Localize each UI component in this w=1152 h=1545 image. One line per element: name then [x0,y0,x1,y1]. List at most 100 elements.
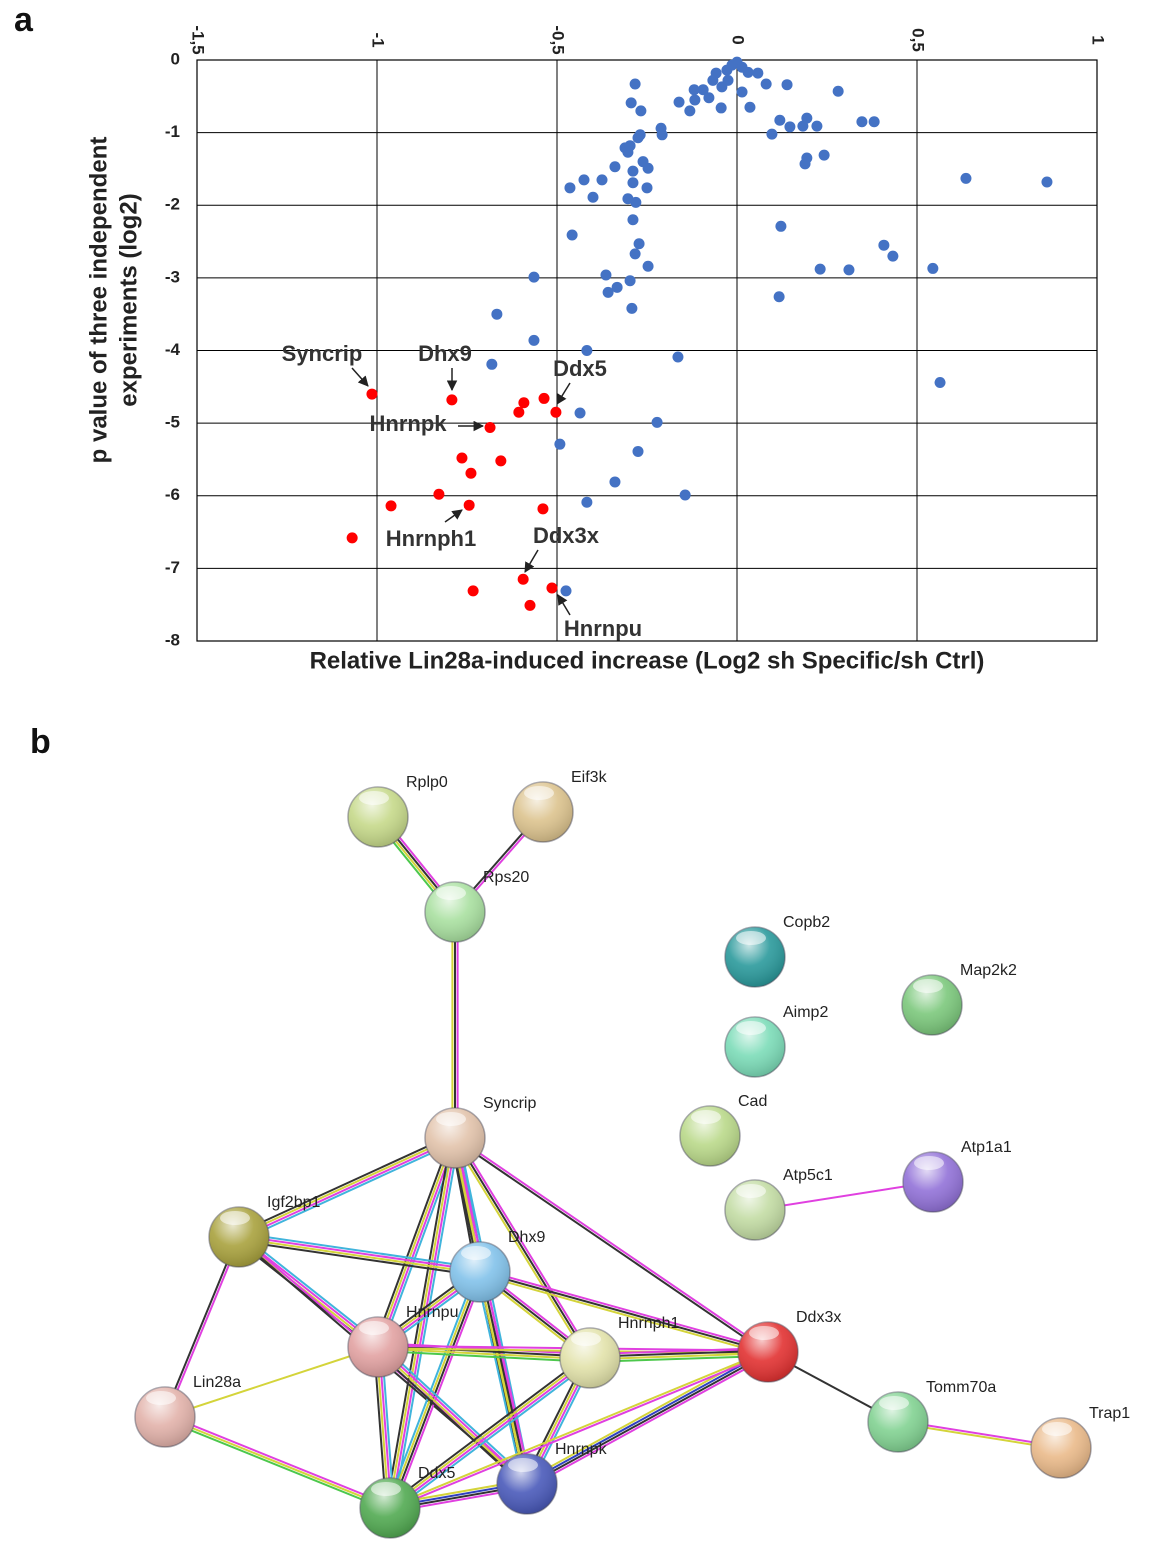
y-tick-label: 0 [171,49,180,68]
node-label: Eif3k [571,769,608,786]
data-point [927,263,938,274]
data-point [743,67,754,78]
node-highlight [508,1458,538,1472]
data-point [626,97,637,108]
node-label: Igf2bp1 [267,1194,320,1211]
data-point [775,221,786,232]
data-point [797,121,808,132]
data-point [485,422,496,433]
x-tick-label: -0,5 [549,25,568,54]
data-point [630,197,641,208]
node-label: Aimp2 [783,1004,828,1021]
data-point [600,269,611,280]
node-label: Copb2 [783,914,830,931]
node-label: Rplp0 [406,774,448,791]
annotation: Hnrnpk [370,411,448,436]
data-point [689,94,700,105]
data-point [935,377,946,388]
data-point [513,407,524,418]
data-point [465,468,476,479]
data-point [744,102,755,113]
node-label: Atp5c1 [783,1167,833,1184]
data-point [581,345,592,356]
data-point [774,115,785,126]
data-point [626,303,637,314]
data-point [567,230,578,241]
data-point [815,264,826,275]
data-point [716,102,727,113]
data-point [366,389,377,400]
data-point [468,585,479,596]
node-highlight [749,1326,779,1340]
figure: a b -1,5-1-0,500,510-1-2-3-4-5-6-7-8Rela… [0,0,1152,1545]
data-point [630,78,641,89]
node-label: Atp1a1 [961,1139,1012,1156]
node-highlight [436,886,466,900]
node-highlight [736,931,766,945]
data-point [811,121,822,132]
node-label: Lin28a [193,1374,241,1391]
data-point [486,359,497,370]
data-point [800,158,811,169]
data-point [761,78,772,89]
data-point [347,532,358,543]
node-highlight [524,786,554,800]
data-point [721,65,732,76]
data-point [518,574,529,585]
node-highlight [691,1110,721,1124]
data-point [635,105,646,116]
data-point [625,140,636,151]
data-point [752,68,763,79]
annotation: Hnrnpu [564,616,642,641]
y-axis-label: experiments (log2) [115,193,142,406]
x-axis-label: Relative Lin28a-induced increase (Log2 s… [310,647,985,674]
data-point [627,214,638,225]
data-point [634,238,645,249]
node-highlight [571,1332,601,1346]
node-highlight [736,1021,766,1035]
data-point [386,500,397,511]
y-tick-label: -7 [165,558,180,577]
data-point [703,92,714,103]
data-point [887,251,898,262]
data-point [539,393,550,404]
y-tick-label: -5 [165,413,180,432]
data-point [564,182,575,193]
data-point [625,275,636,286]
node-label: Tomm70a [926,1379,996,1396]
y-axis-label: p value of three independent [85,137,112,464]
data-point [609,476,620,487]
data-point [784,121,795,132]
node-highlight [914,1156,944,1170]
node-highlight [1042,1422,1072,1436]
node-label: Hnrnpu [406,1304,458,1321]
y-tick-label: -2 [165,195,180,214]
data-point [518,397,529,408]
node-highlight [220,1211,250,1225]
data-point [716,81,727,92]
data-point [680,490,691,501]
data-point [433,489,444,500]
y-tick-label: -1 [165,122,180,141]
data-point [737,86,748,97]
data-point [878,240,889,251]
data-point [446,394,457,405]
data-point [528,335,539,346]
data-point [707,75,718,86]
data-point [495,455,506,466]
node-highlight [736,1184,766,1198]
node-highlight [879,1396,909,1410]
data-point [597,174,608,185]
data-point [819,150,830,161]
data-point [588,192,599,203]
node-label: Ddx5 [418,1465,455,1482]
panel-label: b [30,723,51,761]
data-point [766,129,777,140]
node-highlight [436,1112,466,1126]
data-point [603,287,614,298]
annotation: Ddx3x [533,523,600,548]
node-highlight [359,1321,389,1335]
node-label: Rps20 [483,869,529,886]
data-point [525,600,536,611]
annotation: Hnrnph1 [386,526,476,551]
